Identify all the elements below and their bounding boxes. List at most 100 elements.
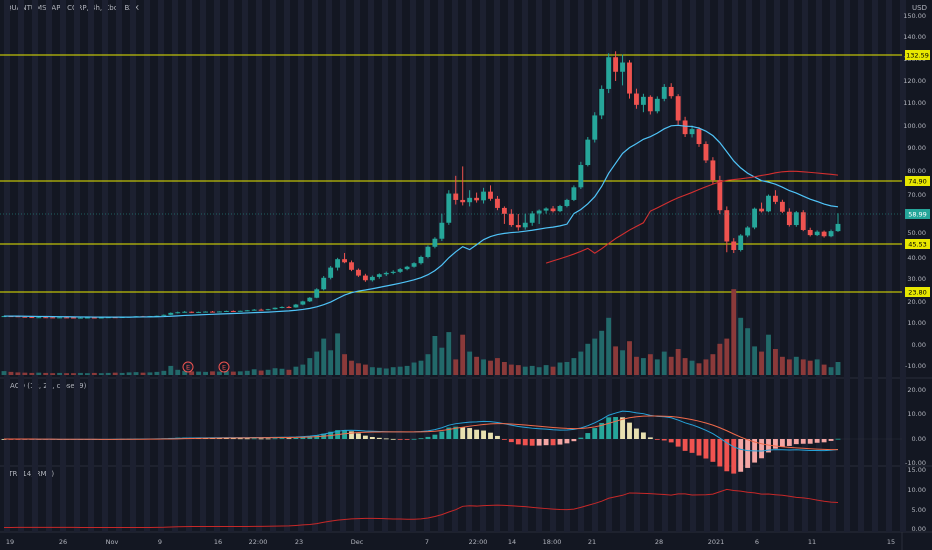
candle-body: [321, 277, 327, 290]
volume-bar: [237, 371, 243, 375]
macd-histogram-bar: [766, 439, 771, 453]
volume-bar: [314, 351, 320, 375]
candle-body: [411, 263, 417, 267]
volume-bar: [793, 356, 799, 375]
session-band: [550, 0, 556, 532]
volume-bar: [119, 372, 125, 375]
volume-bar: [800, 359, 806, 375]
price-level-label: 45.53: [908, 241, 927, 249]
candle-body: [536, 210, 542, 214]
session-band: [564, 0, 570, 532]
macd-histogram-bar: [592, 428, 598, 439]
x-axis-label: Nov: [106, 538, 119, 546]
candle-body: [446, 193, 452, 223]
candle-body: [369, 276, 375, 281]
macd-histogram-bar: [800, 439, 806, 444]
candle-body: [376, 274, 382, 277]
macd-histogram-bar: [773, 439, 778, 449]
price-tick-label: 50.00: [907, 229, 926, 237]
session-band: [704, 0, 710, 532]
candle-body: [654, 98, 660, 112]
volume-bar: [522, 366, 528, 375]
macd-histogram-bar: [745, 439, 751, 468]
macd-histogram-bar: [779, 439, 785, 447]
price-tick-label: 70.00: [907, 191, 926, 199]
macd-histogram-bar: [703, 439, 709, 459]
macd-histogram-bar: [349, 431, 354, 439]
volume-bar: [140, 372, 146, 375]
volume-bar: [759, 351, 764, 375]
session-band: [802, 0, 808, 532]
earnings-marker: [218, 361, 230, 373]
candle-body: [265, 309, 271, 311]
x-axis-label: 2021: [708, 538, 725, 546]
volume-bar: [411, 362, 417, 375]
session-band: [242, 0, 248, 532]
macd-histogram-bar: [682, 439, 688, 451]
volume-bar: [418, 360, 424, 375]
x-axis-label: 22:00: [249, 538, 268, 546]
volume-bar: [606, 317, 612, 375]
volume-bar: [668, 356, 674, 375]
atr-label: ATR (14, RMA): [4, 470, 55, 478]
volume-bar: [585, 343, 591, 375]
volume-bar: [592, 338, 598, 375]
candle-body: [481, 191, 486, 201]
price-tick-label: 0.00: [912, 341, 926, 349]
macd-histogram-bar: [599, 422, 605, 439]
volume-bar: [404, 365, 410, 375]
candle-body: [432, 238, 438, 247]
macd-histogram-bar: [710, 439, 716, 462]
macd-histogram-bar: [230, 438, 236, 440]
x-axis-label: 9: [158, 538, 162, 546]
macd-histogram-bar: [786, 439, 792, 446]
last-price-tag: [905, 209, 930, 219]
volume-bar: [112, 372, 118, 375]
candle-body: [564, 199, 570, 207]
last-price-label: 58.99: [908, 211, 927, 219]
candle-body: [161, 314, 167, 316]
volume-bar: [779, 356, 785, 375]
session-band: [32, 0, 38, 532]
candle-body: [745, 227, 751, 236]
price-level-label: 74.90: [908, 178, 927, 186]
session-band: [900, 0, 906, 532]
volume-bar: [495, 358, 500, 375]
atr-tick-label: 0.00: [912, 525, 926, 533]
candle-body: [258, 309, 264, 311]
candle-body: [251, 309, 257, 311]
candle-body: [661, 86, 667, 99]
volume-bar: [210, 371, 215, 375]
x-axis-label: 26: [59, 538, 67, 546]
volume-bar: [43, 372, 49, 375]
price-tick-label: 110.00: [903, 99, 926, 107]
session-band: [4, 0, 10, 532]
volume-bar: [536, 367, 542, 375]
session-band: [312, 0, 318, 532]
volume-bar: [272, 368, 278, 375]
volume-bar: [362, 364, 368, 375]
candle-body: [210, 311, 215, 313]
volume-bar: [217, 371, 222, 375]
candle-body: [230, 310, 236, 312]
macd-histogram-bar: [654, 439, 660, 440]
x-axis-label: 28: [655, 538, 663, 546]
macd-histogram-bar: [467, 428, 473, 439]
macd-histogram-bar: [356, 433, 361, 439]
volume-bar: [328, 350, 334, 375]
volume-bar: [244, 370, 250, 375]
candle-body: [835, 223, 841, 232]
chart-title: QUANTUMSCAPE CORP, 4h, Cboe BZX: [6, 4, 139, 12]
volume-bar: [634, 356, 639, 375]
macd-histogram-bar: [474, 429, 480, 439]
session-band: [214, 0, 220, 532]
candle-body: [293, 304, 299, 308]
volume-bar: [814, 359, 820, 375]
volume-bar: [258, 370, 264, 375]
session-band: [158, 0, 164, 532]
session-band: [634, 0, 640, 532]
volume-bar: [467, 351, 473, 375]
session-band: [116, 0, 122, 532]
session-band: [746, 0, 752, 532]
